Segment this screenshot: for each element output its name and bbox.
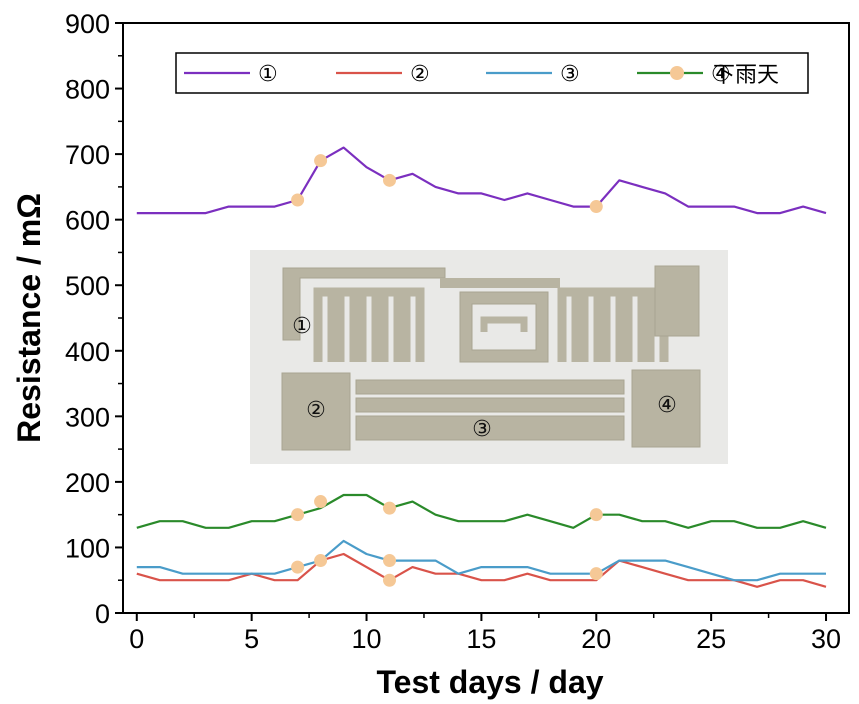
inset-label: ④	[657, 393, 677, 418]
inset-label: ②	[306, 398, 326, 423]
inset-meander-left	[379, 287, 403, 362]
inset-meander-right	[579, 287, 603, 362]
rainy-day-point	[291, 560, 305, 574]
y-axis-title: Resistance / mΩ	[11, 193, 47, 443]
x-tick-label: 20	[581, 624, 611, 654]
legend-marker-rainy	[670, 66, 684, 80]
inset-strip-c	[355, 415, 625, 441]
legend-label-2: ②	[410, 62, 430, 87]
y-tick-label: 0	[95, 599, 110, 629]
y-tick-label: 900	[65, 9, 110, 39]
inset-center-loop	[459, 291, 549, 363]
y-tick-label: 300	[65, 402, 110, 432]
legend-label-1: ①	[258, 62, 278, 87]
rainy-day-point	[314, 554, 328, 568]
x-tick-label: 25	[696, 624, 726, 654]
rainy-day-point	[291, 508, 305, 522]
legend-label-3: ③	[560, 62, 580, 87]
y-tick-label: 500	[65, 271, 110, 301]
rainy-day-point	[383, 573, 397, 587]
inset-center-bar	[440, 278, 560, 288]
rainy-day-point	[589, 508, 603, 522]
y-tick-label: 100	[65, 533, 110, 563]
inset-meander-right	[557, 287, 581, 362]
inset-meander-left	[401, 287, 425, 362]
rainy-day-point	[383, 173, 397, 187]
inset-strip-b	[355, 397, 625, 413]
x-tick-label: 10	[352, 624, 382, 654]
x-tick-label: 0	[129, 624, 144, 654]
inset-meander-left	[357, 287, 381, 362]
y-tick-label: 800	[65, 75, 110, 105]
rainy-day-point	[589, 567, 603, 581]
y-tick-label: 200	[65, 468, 110, 498]
y-tick-label: 400	[65, 337, 110, 367]
inset-pad-3	[631, 369, 701, 448]
rainy-day-markers	[291, 154, 603, 587]
rainy-day-point	[383, 554, 397, 568]
x-tick-label: 30	[811, 624, 841, 654]
x-tick-label: 15	[466, 624, 496, 654]
inset-photo: ① ② ③ ④	[250, 250, 728, 464]
inset-center-inner	[480, 316, 528, 332]
series-layer	[136, 146, 827, 588]
y-tick-label: 700	[65, 140, 110, 170]
x-axis-title: Test days / day	[376, 664, 603, 700]
series-line-1	[136, 146, 827, 215]
rainy-day-point	[589, 200, 603, 214]
x-tick-label: 5	[244, 624, 259, 654]
series-line-3	[136, 539, 826, 582]
rainy-day-point	[314, 154, 328, 168]
inset-meander-left	[335, 287, 359, 362]
series-line-4	[136, 493, 827, 529]
legend-label-4: ④	[711, 62, 731, 87]
inset-label: ③	[472, 417, 492, 442]
legend-label-rainy: 下雨天	[713, 63, 779, 88]
rainy-day-point	[314, 495, 328, 509]
inset-meander-right	[601, 287, 625, 362]
inset-strip-a	[355, 379, 625, 395]
inset-meander-left	[313, 287, 337, 362]
y-tick-label: 600	[65, 206, 110, 236]
inset-pad-right-top	[654, 265, 700, 337]
rainy-day-point	[383, 501, 397, 515]
inset-label: ①	[292, 314, 312, 339]
inset-pad-2	[281, 372, 351, 451]
rainy-day-point	[291, 193, 305, 207]
inset-meander-right	[623, 287, 647, 362]
